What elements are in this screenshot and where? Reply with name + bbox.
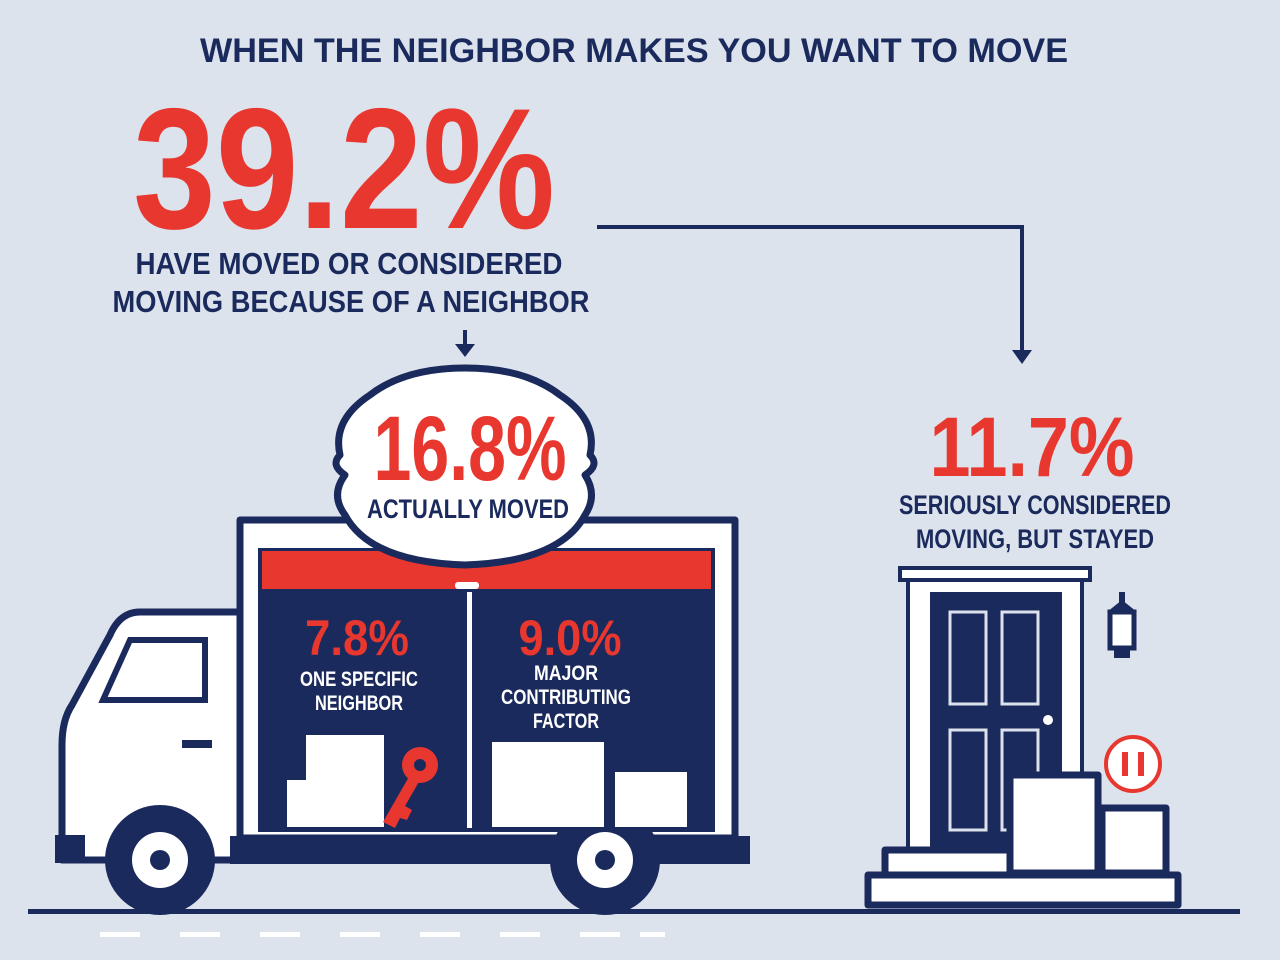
house-door-part bbox=[1122, 752, 1128, 776]
road-part-part bbox=[500, 932, 540, 937]
truck-part bbox=[455, 582, 479, 589]
house-door bbox=[864, 566, 1182, 909]
contributing-factor-value: 9.0% bbox=[519, 610, 622, 666]
truck bbox=[55, 516, 750, 915]
speech-bubble-part bbox=[332, 364, 598, 569]
truck-part bbox=[230, 836, 750, 864]
arrowhead bbox=[455, 344, 1032, 364]
moved-value: 16.8% bbox=[374, 398, 567, 500]
stayed-label: SERIOUSLY CONSIDERED bbox=[899, 490, 1171, 520]
truck-part bbox=[615, 772, 687, 827]
speech-bubble bbox=[332, 364, 598, 569]
road bbox=[28, 909, 1240, 937]
house-door-part-part bbox=[1119, 592, 1125, 604]
road-part-part bbox=[420, 932, 460, 937]
truck-part bbox=[492, 742, 604, 827]
considered-label: MOVING BECAUSE OF A NEIGHBOR bbox=[113, 284, 590, 319]
house-door-part bbox=[1138, 752, 1144, 776]
road-part bbox=[28, 909, 1240, 914]
house-door-part bbox=[1043, 715, 1053, 725]
contributing-factor-label: MAJOR bbox=[534, 662, 598, 685]
moved-label: ACTUALLY MOVED bbox=[367, 494, 569, 524]
house-door-part-part bbox=[1107, 609, 1137, 651]
truck-part bbox=[98, 637, 208, 703]
truck-part bbox=[55, 835, 85, 863]
contributing-factor-label: FACTOR bbox=[533, 710, 599, 733]
considered-value: 39.2% bbox=[133, 73, 555, 265]
road-part-part bbox=[180, 932, 220, 937]
house-door-part bbox=[864, 871, 1182, 909]
road-part bbox=[100, 932, 665, 937]
truck-part bbox=[287, 780, 351, 827]
stayed-label: MOVING, BUT STAYED bbox=[916, 524, 1154, 554]
house-door-part-part bbox=[1107, 600, 1137, 612]
truck-part bbox=[150, 850, 170, 870]
truck-part bbox=[595, 850, 615, 870]
house-door-part bbox=[1006, 771, 1102, 877]
contributing-factor-label: CONTRIBUTING bbox=[501, 686, 631, 709]
specific-neighbor-label: ONE SPECIFIC bbox=[300, 668, 418, 691]
considered-label: HAVE MOVED OR CONSIDERED bbox=[136, 246, 563, 281]
title: WHEN THE NEIGHBOR MAKES YOU WANT TO MOVE bbox=[200, 32, 1068, 70]
arrowhead-part bbox=[455, 344, 475, 357]
connector-part bbox=[597, 225, 1024, 352]
road-part-part bbox=[580, 932, 620, 937]
truck-part bbox=[182, 740, 212, 748]
stayed-value: 11.7% bbox=[930, 400, 1135, 494]
truck-part bbox=[414, 759, 426, 771]
truck-part bbox=[467, 592, 472, 828]
road-part-part bbox=[100, 932, 140, 937]
specific-neighbor-label: NEIGHBOR bbox=[315, 692, 403, 715]
house-door-part-part bbox=[948, 728, 988, 832]
house-door-part-part bbox=[1114, 650, 1130, 658]
house-door-part-part bbox=[1000, 610, 1040, 706]
road-part-part bbox=[340, 932, 380, 937]
truck-part-part bbox=[383, 775, 420, 828]
house-door-part bbox=[1098, 804, 1170, 877]
specific-neighbor-value: 7.8% bbox=[305, 610, 409, 666]
road-part-part bbox=[640, 932, 665, 937]
house-door-part-part bbox=[948, 610, 988, 706]
road-part-part bbox=[260, 932, 300, 937]
arrowhead-part bbox=[1012, 350, 1032, 364]
house-door-part bbox=[1104, 735, 1162, 793]
house-door-part bbox=[1107, 592, 1137, 658]
